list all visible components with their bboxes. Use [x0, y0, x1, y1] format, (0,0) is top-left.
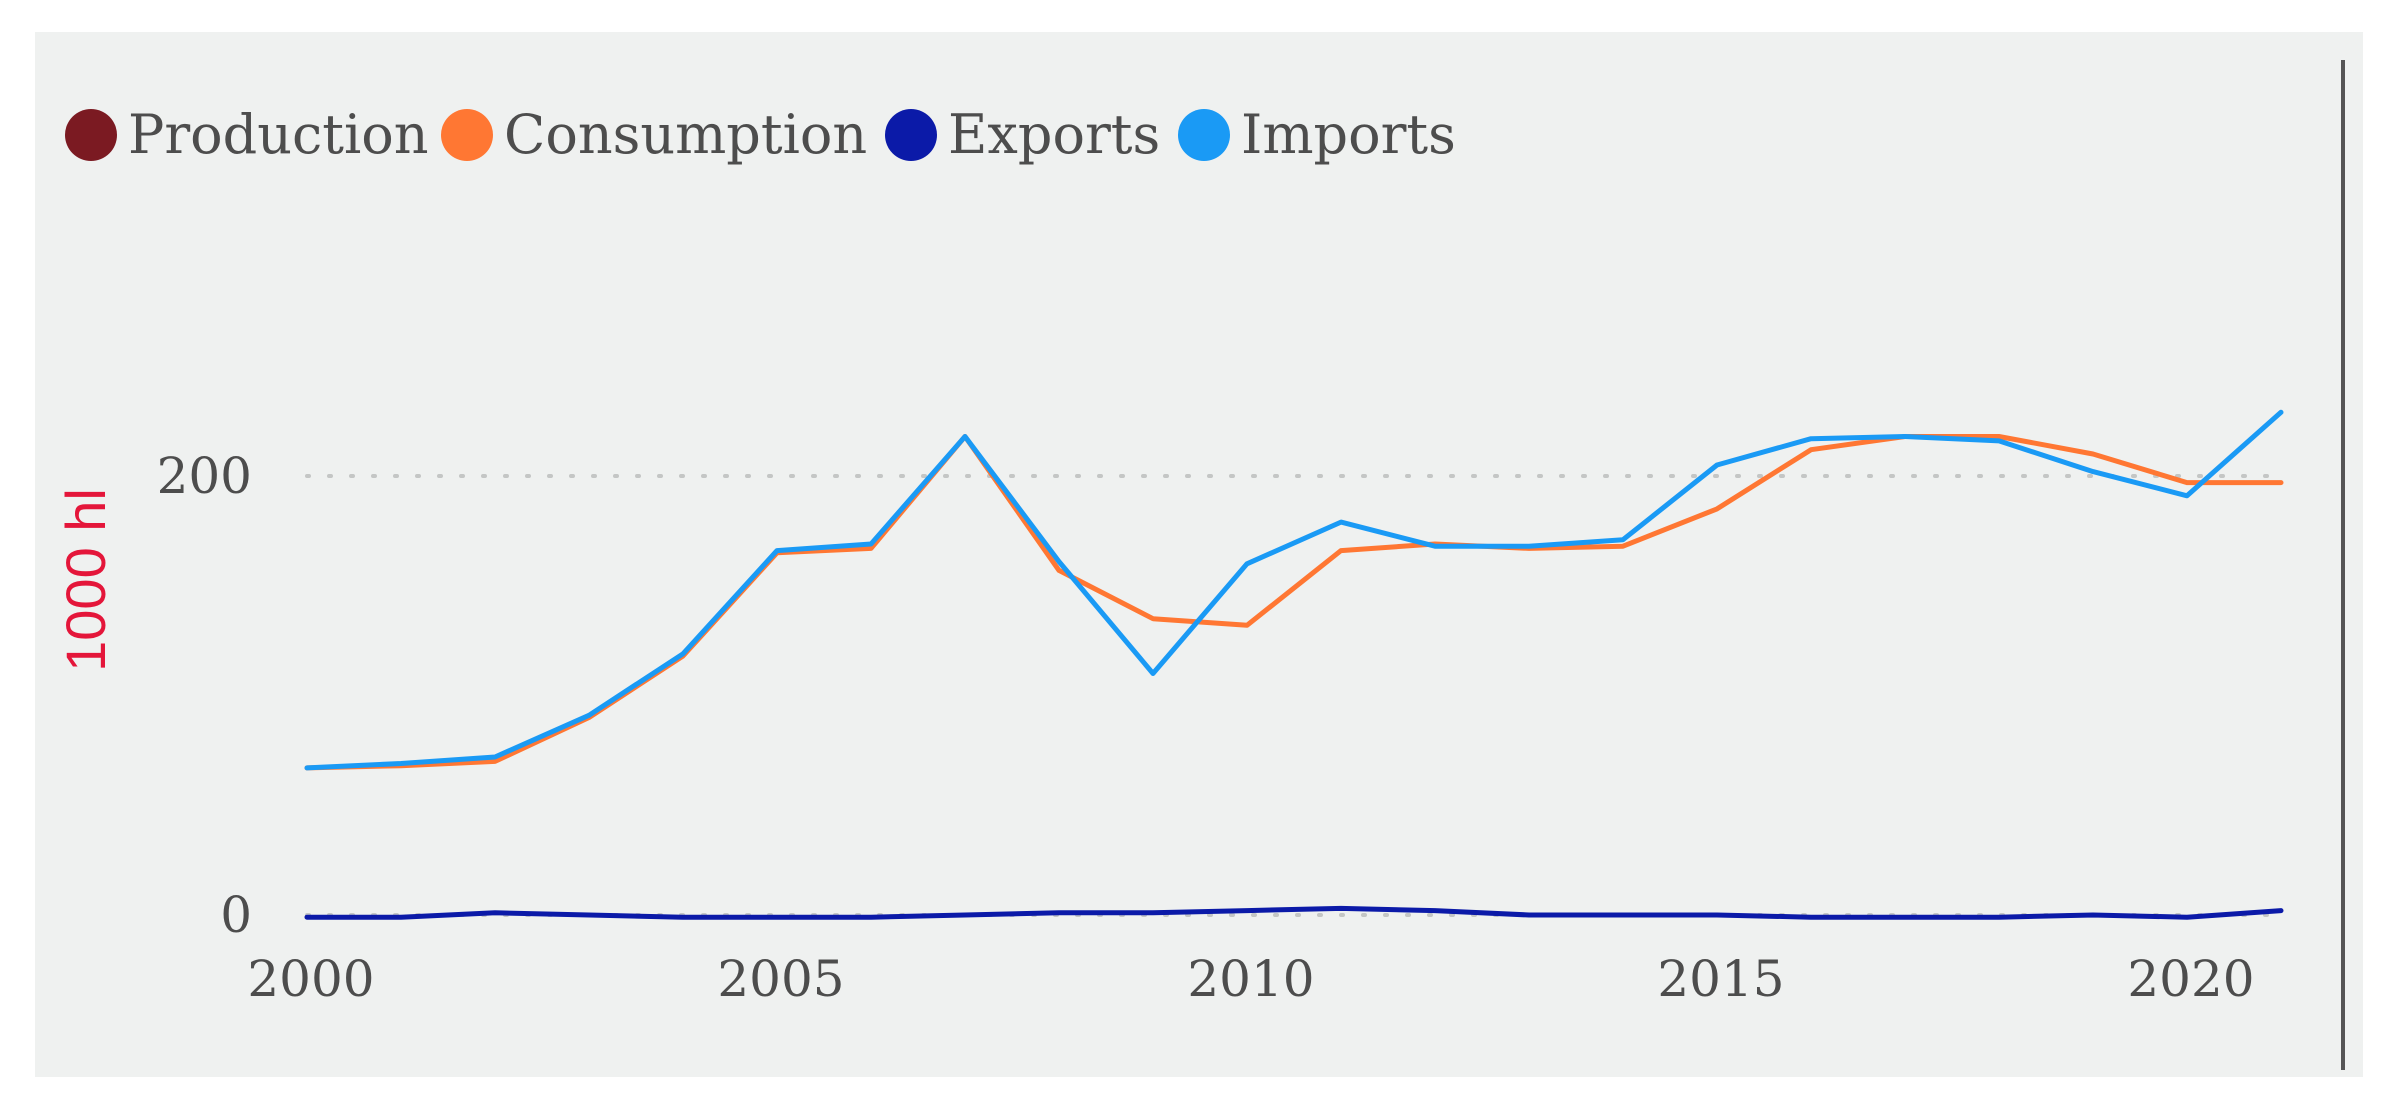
legend-marker-production	[65, 109, 117, 161]
y-tick-label-0: 0	[220, 886, 252, 944]
x-tick-label-2010: 2010	[1187, 950, 1314, 1008]
x-tick-label-2020: 2020	[2127, 950, 2254, 1008]
legend-item-imports[interactable]: Imports	[1178, 103, 1456, 166]
series-lines	[304, 409, 2284, 920]
legend-marker-consumption	[441, 109, 493, 161]
legend-marker-imports	[1178, 109, 1230, 161]
legend-item-production[interactable]: Production	[65, 103, 429, 166]
legend-label-exports: Exports	[948, 103, 1160, 166]
legend-label-consumption: Consumption	[504, 103, 867, 166]
x-tick-label-2005: 2005	[717, 950, 844, 1008]
y-tick-label-200: 200	[157, 447, 252, 505]
legend-label-imports: Imports	[1241, 103, 1456, 166]
legend: Production Consumption Exports Imports	[65, 103, 1456, 166]
series-line-exports[interactable]	[304, 905, 2284, 920]
x-axis-ticks: 2000 2005 2010 2015 2020	[247, 950, 2254, 1008]
x-tick-label-2000: 2000	[247, 950, 374, 1008]
x-tick-label-2015: 2015	[1657, 950, 1784, 1008]
legend-marker-exports	[885, 109, 937, 161]
plot-background	[35, 32, 2363, 1077]
legend-item-exports[interactable]: Exports	[885, 103, 1160, 166]
legend-item-consumption[interactable]: Consumption	[441, 103, 867, 166]
legend-label-production: Production	[128, 103, 429, 166]
series-line-imports[interactable]	[304, 409, 2284, 771]
y-axis-label: 1000 hl	[54, 488, 117, 672]
y-axis-ticks: 0 200	[157, 447, 252, 944]
